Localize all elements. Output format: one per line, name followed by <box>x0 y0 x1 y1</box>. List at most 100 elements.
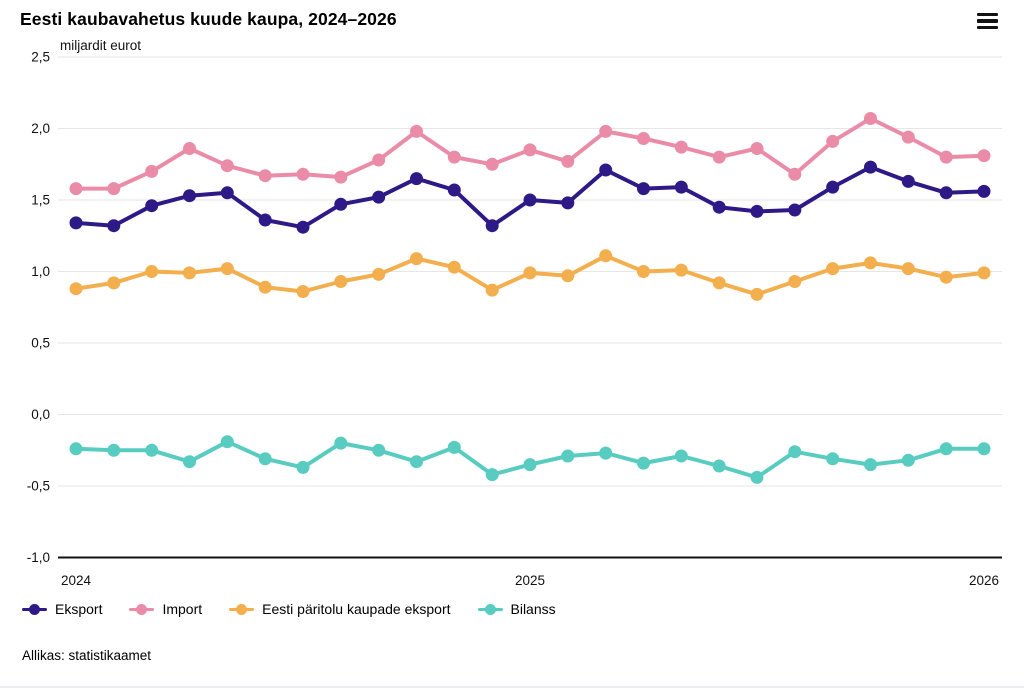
data-point-eksport-2026-01[interactable] <box>977 184 991 198</box>
data-point-eksport-2025-07[interactable] <box>750 204 764 218</box>
data-point-eksport-2025-12[interactable] <box>939 186 953 200</box>
data-point-bilanss-2025-02[interactable] <box>561 449 575 463</box>
data-point-bilanss-2025-01[interactable] <box>523 458 537 472</box>
data-point-eksport-2024-12[interactable] <box>485 219 499 233</box>
data-point-bilanss-2024-01[interactable] <box>69 442 83 456</box>
data-point-import-2025-06[interactable] <box>712 150 726 164</box>
data-point-eesti-p-ritolu-kaupade-eksport-2025-04[interactable] <box>637 265 650 278</box>
data-point-import-2024-10[interactable] <box>410 124 423 138</box>
data-point-eesti-p-ritolu-kaupade-eksport-2025-11[interactable] <box>901 262 915 276</box>
data-point-bilanss-2024-02[interactable] <box>107 443 121 457</box>
legend-item-import[interactable]: Import <box>129 601 202 617</box>
data-point-eksport-2025-09[interactable] <box>826 180 840 194</box>
legend-item-eesti-p-ritolu-kaupade-eksport[interactable]: Eesti päritolu kaupade eksport <box>229 601 451 617</box>
data-point-eksport-2024-10[interactable] <box>410 172 423 186</box>
data-point-eksport-2024-04[interactable] <box>183 189 196 203</box>
data-point-import-2024-07[interactable] <box>296 167 310 181</box>
data-point-bilanss-2024-06[interactable] <box>258 452 272 466</box>
legend-item-eksport[interactable]: Eksport <box>22 601 102 617</box>
data-point-eksport-2024-01[interactable] <box>69 216 83 230</box>
data-point-eksport-2025-04[interactable] <box>637 182 650 196</box>
data-point-eesti-p-ritolu-kaupade-eksport-2024-02[interactable] <box>107 276 121 290</box>
data-point-eesti-p-ritolu-kaupade-eksport-2025-02[interactable] <box>561 269 575 283</box>
data-point-eesti-p-ritolu-kaupade-eksport-2025-09[interactable] <box>826 262 840 276</box>
data-point-eksport-2025-06[interactable] <box>712 200 726 214</box>
data-point-import-2025-07[interactable] <box>750 142 764 155</box>
data-point-eesti-p-ritolu-kaupade-eksport-2024-10[interactable] <box>410 252 423 266</box>
data-point-eesti-p-ritolu-kaupade-eksport-2025-08[interactable] <box>788 275 802 288</box>
data-point-eesti-p-ritolu-kaupade-eksport-2024-06[interactable] <box>258 280 272 294</box>
data-point-import-2025-11[interactable] <box>901 130 915 144</box>
data-point-bilanss-2025-12[interactable] <box>939 442 953 456</box>
data-point-bilanss-2025-11[interactable] <box>901 453 915 467</box>
data-point-bilanss-2024-08[interactable] <box>334 436 348 450</box>
data-point-import-2024-12[interactable] <box>485 157 499 171</box>
data-point-bilanss-2024-03[interactable] <box>145 443 159 457</box>
data-point-import-2024-01[interactable] <box>69 182 83 196</box>
data-point-bilanss-2025-09[interactable] <box>826 452 840 466</box>
data-point-eksport-2024-07[interactable] <box>296 220 310 234</box>
data-point-eesti-p-ritolu-kaupade-eksport-2025-01[interactable] <box>523 266 537 280</box>
data-point-bilanss-2024-04[interactable] <box>183 455 196 469</box>
data-point-bilanss-2026-01[interactable] <box>977 442 991 456</box>
data-point-eesti-p-ritolu-kaupade-eksport-2024-03[interactable] <box>145 265 159 278</box>
data-point-eksport-2024-08[interactable] <box>334 197 348 211</box>
data-point-import-2025-04[interactable] <box>637 132 650 145</box>
data-point-import-2025-10[interactable] <box>864 112 877 125</box>
data-point-eksport-2025-08[interactable] <box>788 203 802 217</box>
data-point-bilanss-2024-12[interactable] <box>485 468 499 482</box>
data-point-eksport-2025-11[interactable] <box>901 174 915 188</box>
data-point-eesti-p-ritolu-kaupade-eksport-2025-12[interactable] <box>939 270 953 284</box>
data-point-bilanss-2025-03[interactable] <box>599 446 613 460</box>
chart-context-menu-button[interactable] <box>977 13 998 29</box>
data-point-eksport-2024-02[interactable] <box>107 219 121 233</box>
data-point-eesti-p-ritolu-kaupade-eksport-2025-06[interactable] <box>712 276 726 290</box>
data-point-import-2025-08[interactable] <box>788 167 802 181</box>
data-point-eksport-2025-01[interactable] <box>523 193 537 207</box>
data-point-bilanss-2024-05[interactable] <box>220 435 234 449</box>
data-point-eesti-p-ritolu-kaupade-eksport-2024-08[interactable] <box>334 275 348 288</box>
data-point-eesti-p-ritolu-kaupade-eksport-2024-05[interactable] <box>220 262 234 276</box>
data-point-eesti-p-ritolu-kaupade-eksport-2025-10[interactable] <box>864 256 877 270</box>
data-point-import-2024-11[interactable] <box>447 150 461 164</box>
data-point-bilanss-2025-05[interactable] <box>674 449 688 463</box>
data-point-eesti-p-ritolu-kaupade-eksport-2024-11[interactable] <box>447 260 461 274</box>
data-point-eesti-p-ritolu-kaupade-eksport-2025-03[interactable] <box>599 249 613 263</box>
data-point-import-2025-12[interactable] <box>939 150 953 164</box>
data-point-import-2024-02[interactable] <box>107 182 121 196</box>
data-point-eksport-2025-02[interactable] <box>561 196 575 210</box>
data-point-bilanss-2024-11[interactable] <box>447 440 461 454</box>
data-point-bilanss-2024-09[interactable] <box>372 443 386 457</box>
data-point-eksport-2024-11[interactable] <box>447 183 461 197</box>
data-point-import-2025-01[interactable] <box>523 143 537 157</box>
data-point-import-2024-09[interactable] <box>372 153 386 167</box>
data-point-eksport-2024-06[interactable] <box>258 213 272 227</box>
data-point-import-2024-06[interactable] <box>258 169 272 183</box>
data-point-import-2024-04[interactable] <box>183 142 196 155</box>
data-point-bilanss-2025-06[interactable] <box>712 459 726 473</box>
data-point-eesti-p-ritolu-kaupade-eksport-2025-07[interactable] <box>750 287 764 301</box>
data-point-import-2025-02[interactable] <box>561 154 575 168</box>
data-point-import-2026-01[interactable] <box>977 149 991 163</box>
data-point-eesti-p-ritolu-kaupade-eksport-2025-05[interactable] <box>674 263 688 277</box>
data-point-import-2024-05[interactable] <box>220 159 234 173</box>
data-point-bilanss-2025-04[interactable] <box>637 456 650 470</box>
data-point-eesti-p-ritolu-kaupade-eksport-2024-12[interactable] <box>485 283 499 297</box>
legend-item-bilanss[interactable]: Bilanss <box>477 601 556 617</box>
data-point-eesti-p-ritolu-kaupade-eksport-2026-01[interactable] <box>977 266 991 280</box>
data-point-bilanss-2025-08[interactable] <box>788 445 802 459</box>
data-point-eksport-2024-03[interactable] <box>145 199 159 213</box>
data-point-import-2025-09[interactable] <box>826 134 840 148</box>
data-point-eesti-p-ritolu-kaupade-eksport-2024-04[interactable] <box>183 266 196 280</box>
data-point-eesti-p-ritolu-kaupade-eksport-2024-07[interactable] <box>296 285 310 298</box>
data-point-bilanss-2025-07[interactable] <box>750 470 764 484</box>
data-point-eksport-2025-05[interactable] <box>674 180 688 194</box>
data-point-import-2025-03[interactable] <box>599 124 613 138</box>
data-point-bilanss-2025-10[interactable] <box>864 458 877 472</box>
data-point-eksport-2025-03[interactable] <box>599 163 613 177</box>
data-point-eesti-p-ritolu-kaupade-eksport-2024-01[interactable] <box>69 282 83 296</box>
data-point-import-2025-05[interactable] <box>674 140 688 154</box>
data-point-eesti-p-ritolu-kaupade-eksport-2024-09[interactable] <box>372 267 386 281</box>
data-point-bilanss-2024-07[interactable] <box>296 460 310 474</box>
data-point-bilanss-2024-10[interactable] <box>410 455 423 469</box>
